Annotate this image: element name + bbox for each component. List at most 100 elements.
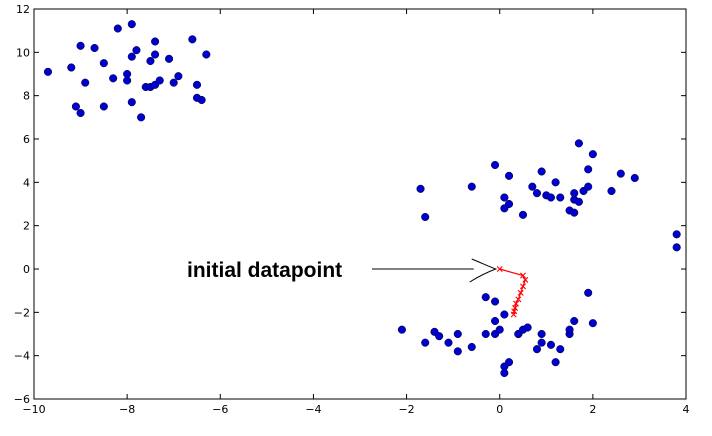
data-point — [151, 37, 160, 46]
data-point — [76, 41, 85, 50]
data-point — [43, 67, 53, 76]
y-tick-label: 8 — [23, 90, 30, 103]
data-point — [607, 186, 616, 196]
data-point — [397, 325, 406, 334]
data-point — [174, 72, 183, 81]
data-point — [588, 319, 597, 328]
data-point — [467, 182, 476, 191]
data-point — [570, 316, 579, 326]
annotation-label: initial datapoint — [187, 259, 342, 282]
data-point — [672, 243, 681, 252]
data-point — [495, 325, 504, 334]
data-point — [90, 43, 99, 53]
data-point — [421, 212, 430, 222]
data-point — [672, 230, 681, 239]
data-point — [565, 325, 574, 334]
y-tick-label: −6 — [14, 393, 30, 406]
y-tick-label: 6 — [23, 133, 30, 146]
data-point — [71, 102, 80, 111]
x-tick-label: 2 — [589, 403, 596, 416]
data-point — [546, 193, 555, 202]
data-point — [467, 342, 476, 352]
y-tick-label: 12 — [16, 3, 30, 16]
data-point — [435, 332, 444, 341]
data-point — [146, 56, 155, 66]
data-point — [518, 210, 528, 219]
data-point — [109, 74, 118, 83]
data-point — [537, 329, 546, 339]
data-point — [574, 197, 583, 206]
data-point — [202, 50, 211, 59]
data-point — [188, 35, 197, 44]
data-point — [584, 165, 593, 174]
x-tick-label: 0 — [496, 403, 503, 416]
data-point — [504, 171, 514, 180]
y-tick-label: 4 — [23, 176, 30, 189]
annotation-layer: initial datapoint — [187, 258, 498, 283]
x-tick-label: −4 — [305, 403, 321, 416]
data-point — [570, 208, 579, 217]
data-point — [537, 338, 546, 347]
axis-ticks: −10 −8 −6 −4 −2 0 2 4 −6 −4 −2 0 2 4 6 8 10 12 — [14, 3, 690, 416]
data-point — [416, 184, 425, 193]
data-point — [551, 358, 560, 367]
data-point — [532, 189, 542, 198]
data-point — [421, 338, 430, 347]
y-tick-label: 2 — [23, 220, 30, 233]
trajectory-point — [520, 272, 526, 279]
data-point — [584, 288, 593, 297]
data-point — [570, 189, 579, 198]
data-point — [453, 329, 462, 339]
y-tick-label: −4 — [14, 350, 30, 363]
data-point — [537, 167, 546, 176]
x-tick-label: −6 — [212, 403, 228, 416]
x-tick-label: 4 — [683, 403, 690, 416]
y-tick-label: −2 — [14, 306, 30, 319]
data-point — [151, 50, 160, 59]
data-point — [127, 20, 136, 29]
data-point — [532, 345, 542, 354]
data-point — [630, 173, 639, 183]
data-point — [584, 182, 593, 191]
trajectory-point — [510, 311, 517, 318]
trajectory-point — [517, 289, 524, 296]
data-point — [99, 59, 108, 68]
data-point — [500, 310, 509, 319]
data-point — [588, 150, 597, 159]
data-point — [528, 182, 537, 191]
x-tick-label: −10 — [22, 403, 45, 416]
data-point — [155, 76, 164, 85]
data-point — [444, 338, 453, 347]
data-point — [551, 178, 560, 187]
data-point — [165, 54, 174, 63]
data-point — [192, 80, 202, 89]
data-point — [197, 95, 206, 105]
annotation-arrow — [372, 258, 498, 283]
data-point — [556, 193, 565, 202]
data-point — [76, 108, 85, 118]
data-point — [481, 329, 490, 339]
data-point — [123, 69, 132, 79]
data-point — [574, 139, 583, 148]
trajectory-point — [522, 276, 529, 283]
data-point — [99, 102, 108, 111]
plot-area-frame — [33, 8, 687, 400]
data-point — [491, 316, 500, 326]
data-point — [491, 160, 500, 170]
data-point — [481, 293, 490, 302]
data-point — [616, 169, 625, 178]
y-tick-label: 0 — [23, 263, 30, 276]
data-point — [500, 193, 509, 202]
data-point — [546, 340, 555, 349]
data-point — [81, 78, 90, 87]
data-point — [453, 347, 462, 356]
data-point — [504, 358, 514, 367]
data-point — [504, 199, 514, 209]
y-tick-label: 10 — [16, 46, 30, 59]
data-point — [113, 24, 122, 33]
data-point — [67, 63, 76, 72]
data-point — [523, 323, 532, 332]
data-point — [491, 297, 500, 306]
